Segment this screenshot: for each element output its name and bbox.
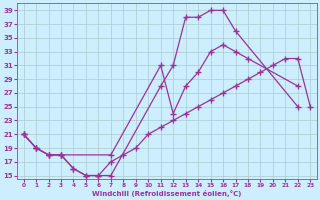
X-axis label: Windchill (Refroidissement éolien,°C): Windchill (Refroidissement éolien,°C)	[92, 190, 242, 197]
